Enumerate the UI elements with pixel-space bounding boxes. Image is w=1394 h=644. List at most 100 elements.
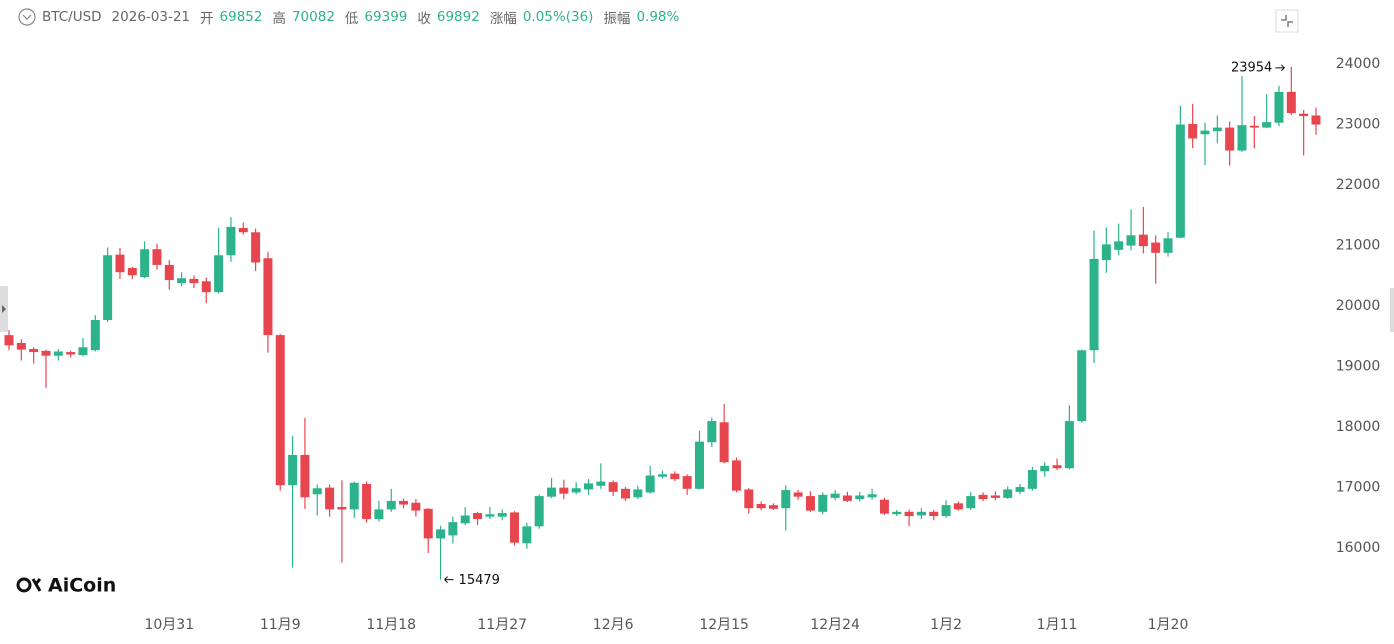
min-arrow xyxy=(444,576,454,583)
candle-body xyxy=(362,483,372,520)
candle-body xyxy=(1311,115,1321,125)
candle-body xyxy=(1249,125,1259,128)
candle-body xyxy=(152,249,162,265)
stat-value: 69892 xyxy=(436,9,480,25)
candle-body xyxy=(423,508,433,539)
candle-body xyxy=(374,509,384,520)
candle-body xyxy=(1212,127,1222,132)
right-panel-tab[interactable] xyxy=(1390,288,1394,332)
stat-label: 收 xyxy=(417,11,431,27)
y-tick-label: 21000 xyxy=(1336,238,1381,254)
candle-body xyxy=(460,515,470,524)
stat-value: 70082 xyxy=(291,9,335,25)
candle-body xyxy=(103,255,113,320)
candle-body xyxy=(1138,234,1148,247)
candle-body xyxy=(707,421,717,443)
candle-body xyxy=(90,320,100,351)
watermark: AiCoin xyxy=(48,575,116,597)
candle-body xyxy=(1040,465,1050,472)
fullscreen-button[interactable] xyxy=(1275,9,1299,33)
candle-body xyxy=(275,335,285,486)
candle-body xyxy=(534,496,544,527)
candle-body xyxy=(300,454,310,498)
date: 2026-03-21 xyxy=(111,9,191,25)
candle-body xyxy=(842,495,852,501)
candle-body xyxy=(473,513,483,520)
candle-body xyxy=(670,473,680,480)
x-tick-label: 11月27 xyxy=(477,617,527,633)
candle-body xyxy=(78,347,88,356)
y-tick-label: 18000 xyxy=(1336,419,1381,435)
candle-body xyxy=(238,228,248,233)
stat-label: 开 xyxy=(200,11,214,27)
candle-body xyxy=(1299,113,1309,117)
candle-body xyxy=(904,511,914,517)
candle-body xyxy=(892,511,902,515)
candle-body xyxy=(226,226,236,256)
candle-body xyxy=(793,492,803,497)
max-label: 23954 xyxy=(1231,60,1272,75)
candle-body xyxy=(879,499,889,514)
candle-body xyxy=(1286,91,1296,114)
candle-body xyxy=(1188,123,1198,139)
x-tick-label: 1月20 xyxy=(1148,617,1189,633)
y-tick-label: 24000 xyxy=(1336,56,1381,72)
candle-body xyxy=(978,494,988,500)
x-tick-label: 12月15 xyxy=(699,617,749,633)
candle-body xyxy=(115,254,125,273)
candle-body xyxy=(953,503,963,510)
stat-value: 69399 xyxy=(364,9,408,25)
candle-body xyxy=(485,514,495,517)
x-tick-label: 12月6 xyxy=(593,617,634,633)
candle-body xyxy=(497,513,507,517)
candle-body xyxy=(694,441,704,489)
candle-body xyxy=(916,511,926,516)
left-tab-arrow xyxy=(2,305,6,313)
logo xyxy=(16,577,42,593)
x-tick-label: 11月9 xyxy=(260,617,301,633)
max-arrow xyxy=(1275,64,1286,72)
candle-body xyxy=(867,494,877,498)
candle-body xyxy=(16,342,26,350)
candle-body xyxy=(830,493,840,498)
symbol: BTC/USD xyxy=(42,9,102,25)
candle-body xyxy=(1003,489,1013,498)
candle-body xyxy=(719,422,729,463)
candle-body xyxy=(140,249,150,278)
candle-body xyxy=(164,264,174,281)
candle-body xyxy=(571,488,581,493)
stat-value: 0.05%(36) xyxy=(522,9,594,25)
candle-body xyxy=(645,475,655,493)
x-tick-label: 12月24 xyxy=(810,617,860,633)
min-label: 15479 xyxy=(459,573,500,588)
collapse-chevron xyxy=(22,14,32,20)
candle-body xyxy=(941,505,951,517)
collapse-icon[interactable] xyxy=(18,8,36,26)
candle-body xyxy=(608,482,618,492)
candle-body xyxy=(288,454,298,486)
y-tick-label: 19000 xyxy=(1336,359,1381,375)
candle-body xyxy=(4,335,14,346)
candle-body xyxy=(325,487,335,510)
y-tick-label: 17000 xyxy=(1336,480,1381,496)
candle-body xyxy=(41,350,51,356)
candle-body xyxy=(448,522,458,536)
candle-body xyxy=(214,255,224,293)
candle-body xyxy=(1052,465,1062,469)
y-tick-label: 23000 xyxy=(1336,117,1381,133)
candle-body xyxy=(1200,130,1210,135)
candle-body xyxy=(559,487,569,494)
candle-body xyxy=(1114,241,1124,250)
candle-body xyxy=(621,488,630,499)
candle-body xyxy=(1126,235,1136,246)
candle-body xyxy=(337,506,347,510)
candle-body xyxy=(29,349,39,353)
candle-body xyxy=(990,495,1000,498)
candle-body xyxy=(399,500,409,505)
stat-label: 涨幅 xyxy=(489,11,517,27)
x-tick-label: 10月31 xyxy=(144,617,194,633)
candle-body xyxy=(855,495,865,500)
candle-body xyxy=(251,232,261,263)
candle-body xyxy=(177,278,187,284)
